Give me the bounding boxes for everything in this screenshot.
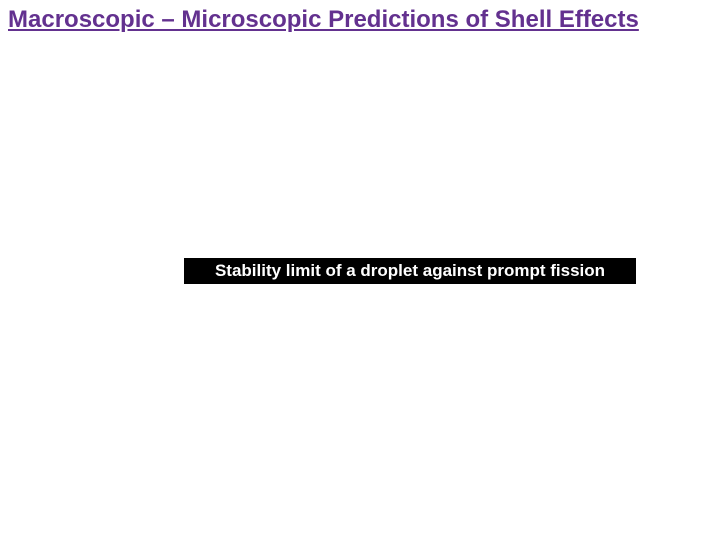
stability-caption-text: Stability limit of a droplet against pro… <box>215 261 605 281</box>
slide-canvas: Macroscopic – Microscopic Predictions of… <box>0 0 720 540</box>
stability-caption: Stability limit of a droplet against pro… <box>184 258 636 284</box>
slide-title: Macroscopic – Microscopic Predictions of… <box>8 6 639 34</box>
